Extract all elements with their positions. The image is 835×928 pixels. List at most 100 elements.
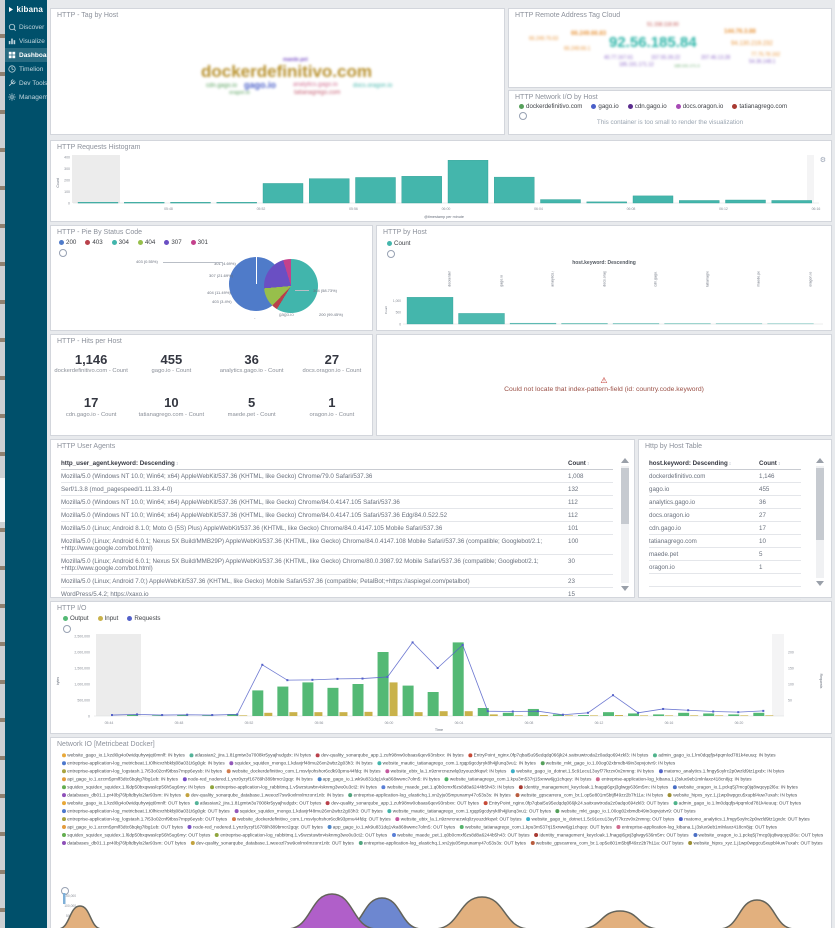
host-bar[interactable] [561,323,608,325]
legend-item[interactable]: identity_management_keycloak.1.fnagqi6gx… [534,832,689,840]
output-bar[interactable] [302,682,314,716]
legend-item[interactable]: entreprise-application-log_elastichq.1.x… [348,792,511,800]
requests-point[interactable] [186,713,189,716]
legend-item[interactable]: EntryPoint_nginx.0fp7qbai5u95edqdq066jk2… [468,752,648,760]
output-bar[interactable] [628,713,640,716]
requests-point[interactable] [712,710,715,713]
requests-point[interactable] [236,713,239,716]
histogram-bar[interactable] [355,177,396,204]
legend-item[interactable]: atlassian2_jira.1.81gmtw3u7008kr5yyajhud… [194,800,321,808]
by-host-bars-svg[interactable]: 1,000 500 0 Count [383,292,827,328]
input-bar[interactable] [464,711,473,716]
legend-item[interactable]: website_ebix_la.1.n9zrvrcnezwlq0zyouzdrk… [385,768,506,776]
output-bar[interactable] [127,714,139,716]
histogram-bar[interactable] [77,202,119,204]
legend-item[interactable]: 200 [59,239,76,246]
histogram-svg[interactable]: 400 300 200 100 0 05:48 05:52 05:56 06:00 06:04 06… [54,153,828,221]
scroll-down-icon[interactable] [621,586,629,591]
legend-item[interactable]: entreprise-application-log_elastichq.1.x… [358,840,526,848]
output-bar[interactable] [678,712,690,716]
input-bar[interactable] [239,715,248,716]
output-bar[interactable] [202,715,214,716]
tag-cloud-word[interactable]: 66.249.76.63 [529,36,559,42]
requests-point[interactable] [637,711,640,714]
table-scrollbar[interactable] [814,457,826,587]
legend-item[interactable]: 403 [85,239,103,246]
tag-cloud-host[interactable]: maede.pet dockerdefinitivo.com cdn.gago.io… [51,9,504,134]
legend-item[interactable]: website_gpscarrera_com_br.1.op5e801m5btj… [515,792,663,800]
histogram-bar[interactable] [170,202,211,204]
output-bar[interactable] [177,714,189,716]
output-bar[interactable] [427,692,439,716]
requests-point[interactable] [386,675,389,678]
tag-cloud-word[interactable]: 92.56.185.84 [609,34,697,51]
requests-point[interactable] [286,679,289,682]
tag-cloud-word[interactable]: 207.46.13.28 [701,55,731,61]
legend-item[interactable]: app_gago_io.1.wk9u831dq1vka868wwnc7olm5:… [317,776,440,784]
input-bar[interactable] [615,715,623,716]
legend-item[interactable]: dev-quality_sonarqube_database.1.weeozl7… [185,792,344,800]
histogram-bar[interactable] [771,200,812,204]
table-scrollbar[interactable] [619,457,631,592]
scroll-up-icon[interactable] [816,458,824,463]
legend-item[interactable]: website_oragon_io.1.pckq5j7mcg0jq8wqoyp2… [693,832,823,840]
legend-item[interactable]: website_ebix_la.1.n9zrvrcnezwlq0zyouzdrk… [395,816,522,824]
histogram-bar[interactable] [124,202,165,204]
legend-item[interactable]: matomo_analytics.1.fmgy5oylrc2p0wzld9tz1… [678,816,810,824]
legend-item[interactable]: gago.io [591,103,619,110]
requests-point[interactable] [311,678,314,681]
page-scrollbar[interactable] [0,0,5,928]
output-bar[interactable] [753,712,765,716]
legend-item[interactable]: website_gpscarrera_com_br.1.op5e801m5btj… [530,840,684,848]
input-bar[interactable] [690,715,699,716]
output-bar[interactable] [653,714,665,716]
host-bar[interactable] [406,297,454,325]
requests-point[interactable] [161,714,164,717]
legend-item[interactable]: entreprise-application-log_logstash.1.7i… [62,768,222,776]
legend-item[interactable]: website_gago_io_dotnet.1.5c91ecu13uyf77k… [526,816,674,824]
tag-cloud-word[interactable]: 77.75.78.162 [751,52,781,58]
scrollbar-track[interactable] [816,466,824,578]
legend-item[interactable]: admin_gago_io.1.lm0dqqfjs4pqmlod781k4euu… [653,752,776,760]
legend-item[interactable]: cdn.gago.io [627,103,667,110]
requests-point[interactable] [136,713,139,716]
requests-point[interactable] [762,709,765,712]
requests-point[interactable] [411,641,414,644]
column-header[interactable]: Count↕ [568,459,590,467]
requests-point[interactable] [511,710,514,713]
requests-point[interactable] [436,667,439,669]
sidebar-item-dashboard[interactable]: Dashboard [5,48,47,62]
legend-item[interactable]: docs.oragon.io [675,103,723,110]
legend-item[interactable]: squidex_squidex_mongo.1.kdaxjrf48mu26xn2… [234,808,383,816]
column-header[interactable]: http_user_agent.keyword: Descending↕ [61,459,179,467]
requests-point[interactable] [261,663,264,666]
scrollbar-thumb[interactable] [816,468,824,540]
area-peak[interactable] [58,905,102,928]
page-scrollbar-thumb[interactable] [0,478,5,522]
tag-cloud-word[interactable]: 66.249.66.1 [564,46,591,52]
tag-cloud-word[interactable]: 94.130.219.232 [731,41,773,47]
sidebar-item-discover[interactable]: Discover [5,20,47,34]
legend-toggle-icon[interactable] [387,250,395,258]
legend-item[interactable]: dev-quality_sonarqube_database.1.weeozl7… [190,840,354,848]
legend-item[interactable]: website_tatianagrego_com.1.kpu3m537rj15x… [459,824,612,832]
requests-point[interactable] [486,710,489,713]
host-bar[interactable] [509,322,557,325]
requests-point[interactable] [586,711,589,714]
legend-item[interactable]: website_gago_io.1.kzdi0g4o0widquhywjqt0m… [62,752,185,760]
legend-item[interactable]: squidex_squidex_squidex.1.l6dp50bxqwaslc… [62,784,205,792]
tag-cloud-word[interactable]: gago.io [244,80,276,90]
legend-item[interactable]: node-red_nodered.1.ynz0yzyf16789h389bmcr… [182,776,313,784]
output-bar[interactable] [502,712,514,716]
output-bar[interactable] [552,714,564,716]
requests-point[interactable] [361,677,364,680]
input-bar[interactable] [539,715,548,716]
requests-point[interactable] [687,709,690,712]
output-bar[interactable] [452,642,464,716]
requests-point[interactable] [461,643,464,646]
scroll-up-icon[interactable] [621,458,629,463]
legend-item[interactable]: 304 [111,239,129,246]
requests-point[interactable] [211,714,214,717]
legend-item[interactable]: website_mkt_gago_io.1.00og02xbmdb49in3op… [555,808,696,816]
